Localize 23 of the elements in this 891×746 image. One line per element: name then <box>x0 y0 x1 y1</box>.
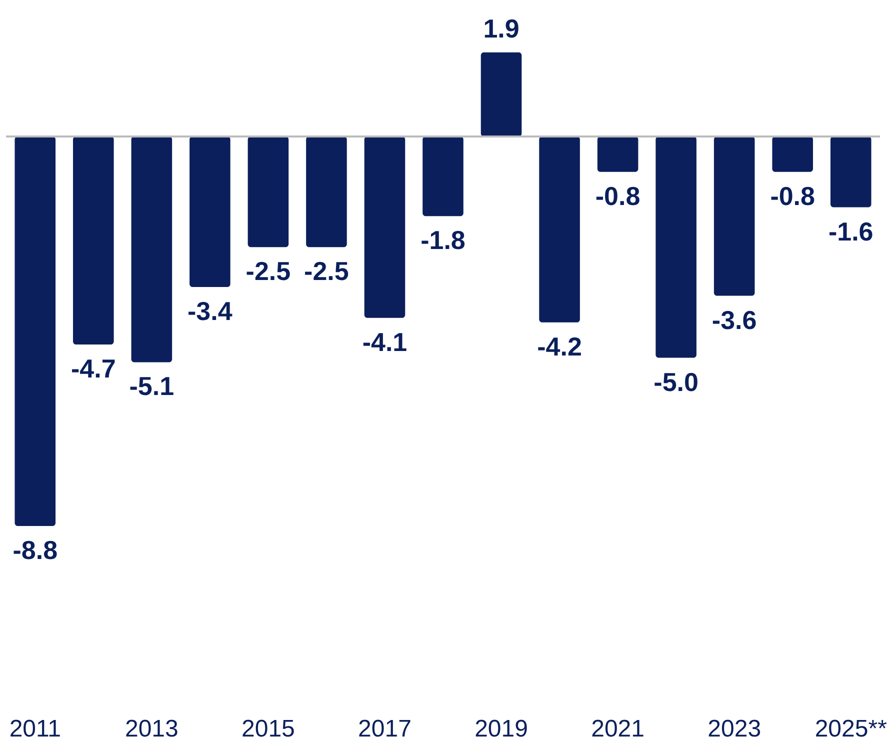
data-label: -2.5 <box>304 256 349 286</box>
x-tick-label: 2023 <box>708 716 762 742</box>
data-label: 1.9 <box>483 13 520 44</box>
data-label: -4.2 <box>537 331 582 362</box>
data-label: -1.8 <box>420 225 466 256</box>
data-label: -1.6 <box>828 216 874 246</box>
x-tick-label: 2011 <box>9 716 61 742</box>
x-tick-label: 2025** <box>814 716 887 742</box>
data-label: -2.5 <box>246 256 291 286</box>
data-label: -5.0 <box>654 366 698 397</box>
data-label: -5.1 <box>129 371 174 402</box>
x-tick-label: 2015 <box>242 716 295 742</box>
x-tick-label: 2017 <box>358 716 412 742</box>
x-tick-label: 2013 <box>124 716 178 742</box>
x-tick-label: 2019 <box>474 716 528 742</box>
data-label: -0.8 <box>595 180 640 211</box>
data-label: -4.1 <box>362 326 408 357</box>
data-label: -4.7 <box>70 353 116 384</box>
data-label: -8.8 <box>12 534 58 565</box>
data-label: -0.8 <box>770 180 816 211</box>
data-label: -3.4 <box>188 296 233 326</box>
x-tick-label: 2021 <box>591 716 644 742</box>
data-label: -3.6 <box>712 304 757 335</box>
